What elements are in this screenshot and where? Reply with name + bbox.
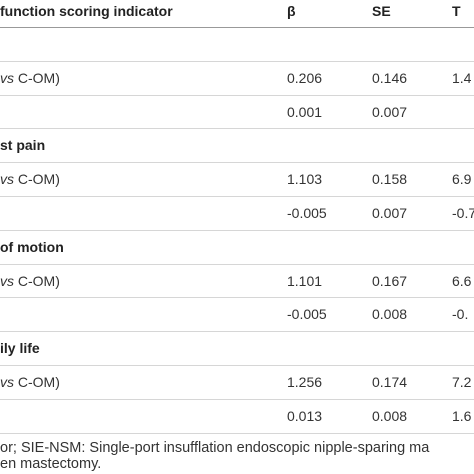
row-rule bbox=[0, 162, 474, 163]
value-cell: 0.013 bbox=[287, 407, 323, 424]
value-cell: 0.146 bbox=[372, 69, 408, 86]
value-cell: 0.008 bbox=[372, 306, 408, 323]
row-label-text: C-OM) bbox=[14, 272, 60, 289]
header-cell: SE bbox=[372, 3, 391, 19]
value-cell: -0.005 bbox=[287, 205, 327, 221]
row-label-italic: vs bbox=[0, 171, 14, 188]
row-label: vs C-OM) bbox=[0, 272, 60, 290]
row-label: vs C-OM) bbox=[0, 170, 60, 188]
row-rule bbox=[0, 95, 474, 96]
row-label: vs C-OM) bbox=[0, 69, 60, 87]
value-cell: 7.2 bbox=[452, 374, 472, 390]
value-cell: -0. bbox=[452, 306, 469, 323]
row-rule bbox=[0, 399, 474, 400]
value-cell: -0.005 bbox=[287, 306, 327, 323]
value-cell: 0.167 bbox=[372, 272, 408, 289]
value-cell: 0.174 bbox=[372, 374, 408, 390]
section-title: of motion bbox=[0, 238, 64, 255]
section-title: ily life bbox=[0, 340, 40, 357]
value-cell: 1.6 bbox=[452, 407, 472, 424]
header-cell: function scoring indicator bbox=[0, 3, 173, 19]
row-label: vs C-OM) bbox=[0, 373, 60, 391]
footnote-line: en mastectomy. bbox=[0, 456, 102, 472]
footnote-line: or; SIE-NSM: Single-port insufflation en… bbox=[0, 440, 430, 456]
value-cell: 1.4 bbox=[452, 69, 472, 86]
value-cell: 0.007 bbox=[372, 103, 408, 120]
row-rule bbox=[0, 433, 474, 434]
row-rule bbox=[0, 27, 474, 28]
header-cell: β bbox=[287, 3, 296, 19]
row-rule bbox=[0, 297, 474, 298]
value-cell: 0.206 bbox=[287, 69, 323, 86]
row-label-text: C-OM) bbox=[14, 69, 60, 86]
value-cell: 0.001 bbox=[287, 103, 323, 120]
row-rule bbox=[0, 196, 474, 197]
value-cell: 6.6 bbox=[452, 272, 472, 289]
row-rule bbox=[0, 331, 474, 332]
value-cell: 0.007 bbox=[372, 205, 408, 221]
header-cell: T bbox=[452, 3, 461, 19]
row-label-italic: vs bbox=[0, 374, 14, 390]
row-label-italic: vs bbox=[0, 272, 14, 289]
row-rule bbox=[0, 61, 474, 62]
value-cell: 0.158 bbox=[372, 171, 408, 188]
value-cell: 1.256 bbox=[287, 374, 323, 390]
row-label-text: C-OM) bbox=[14, 171, 60, 188]
row-rule bbox=[0, 365, 474, 366]
value-cell: -0.7 bbox=[452, 205, 474, 221]
value-cell: 1.101 bbox=[287, 272, 323, 289]
value-cell: 1.103 bbox=[287, 171, 323, 188]
row-label-text: C-OM) bbox=[14, 374, 60, 390]
row-rule bbox=[0, 128, 474, 129]
row-rule bbox=[0, 230, 474, 231]
row-rule bbox=[0, 264, 474, 265]
value-cell: 0.008 bbox=[372, 407, 408, 424]
section-title: st pain bbox=[0, 137, 46, 154]
value-cell: 6.9 bbox=[452, 171, 472, 188]
row-label-italic: vs bbox=[0, 69, 14, 86]
